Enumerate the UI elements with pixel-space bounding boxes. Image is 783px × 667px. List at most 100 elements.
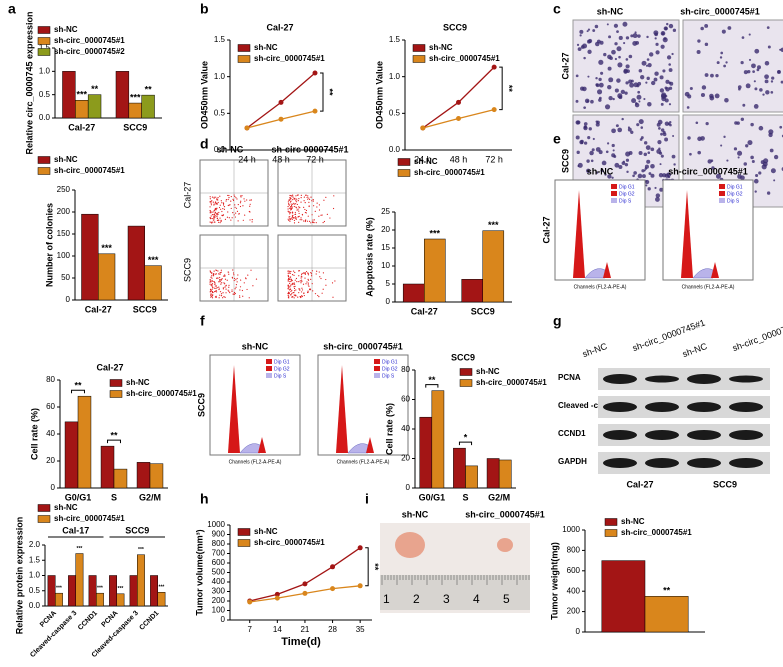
event [234, 216, 237, 218]
event [233, 293, 236, 295]
label: Channels (FL2-A-PE-A) [337, 459, 390, 465]
event [214, 211, 216, 214]
bar [128, 102, 142, 119]
event [295, 218, 298, 220]
event [210, 284, 212, 286]
label: Dip G1 [619, 184, 635, 190]
legend-swatch [459, 368, 473, 376]
legend-label: sh-NC [476, 367, 500, 376]
legend-label: sh-NC [54, 155, 78, 164]
event [293, 292, 295, 294]
colony [590, 159, 594, 163]
colony [737, 150, 743, 156]
colony [705, 122, 709, 126]
colony [646, 159, 651, 164]
event [210, 212, 212, 214]
x-tick-label: 24 h [238, 154, 256, 164]
event [294, 211, 296, 214]
event [213, 203, 215, 205]
colony [697, 136, 702, 142]
colony [655, 193, 661, 198]
colony [604, 104, 611, 110]
y-tick-label: 200 [567, 607, 581, 616]
legend-swatch [237, 44, 251, 52]
colony [606, 23, 609, 26]
legend-swatch [37, 156, 51, 164]
event [291, 217, 293, 219]
event [216, 215, 218, 218]
y-tick-label: 0 [576, 627, 581, 636]
label: g [553, 313, 562, 329]
bar [601, 560, 646, 633]
event [300, 217, 302, 219]
x-tick-label: G0/G1 [65, 492, 92, 502]
point [312, 70, 318, 76]
event [236, 277, 238, 280]
band [603, 402, 637, 412]
event [216, 203, 219, 205]
blot [598, 396, 770, 418]
colony [583, 141, 588, 145]
colony [653, 30, 659, 36]
event [288, 285, 290, 287]
event [311, 283, 313, 285]
y-tick-label: 0.5 [39, 90, 51, 99]
y-tick-label: 900 [212, 530, 226, 539]
label: sh-NC [242, 341, 269, 351]
event [209, 210, 211, 212]
y-axis-label: Tumor weight(mg) [549, 542, 559, 620]
event [301, 219, 303, 221]
event [217, 219, 219, 221]
event [217, 277, 219, 279]
event [295, 203, 297, 205]
event [211, 272, 213, 274]
event [291, 282, 294, 284]
event [218, 288, 220, 291]
colony [696, 49, 701, 55]
event [323, 199, 325, 201]
event [211, 293, 213, 295]
event [241, 289, 243, 292]
y-tick-label: 0.5 [214, 108, 226, 117]
event [290, 270, 292, 273]
label: Dip S [274, 373, 287, 379]
event [255, 278, 258, 280]
bar [100, 445, 115, 489]
event [220, 200, 222, 202]
event [287, 201, 289, 203]
colony [611, 49, 616, 55]
x-tick-label: SCC9 [471, 306, 495, 316]
event [251, 219, 253, 221]
y-tick-label: 50 [61, 273, 70, 282]
significance: ** [74, 381, 82, 391]
colony [611, 176, 614, 179]
event [322, 272, 325, 274]
legend-label: sh-NC [54, 503, 78, 512]
colony [587, 136, 591, 140]
legend-label: sh-NC [414, 157, 438, 166]
colony [576, 150, 580, 155]
event [304, 202, 306, 204]
event [217, 201, 219, 204]
colony [673, 163, 676, 166]
event [312, 200, 314, 202]
label: Cal-27 [560, 52, 570, 79]
event [233, 274, 235, 276]
legend-swatch [266, 373, 272, 378]
bracket [320, 72, 324, 112]
event [220, 294, 223, 297]
event [226, 216, 229, 218]
event [211, 196, 214, 198]
colony [620, 89, 626, 95]
legend-swatch [237, 539, 251, 547]
event [308, 197, 310, 199]
event [228, 197, 230, 199]
band [645, 375, 679, 383]
event [298, 197, 300, 200]
event [294, 197, 296, 199]
y-tick-label: 0 [221, 615, 226, 624]
event [215, 291, 218, 293]
band [603, 458, 637, 468]
significance: *** [148, 255, 159, 265]
